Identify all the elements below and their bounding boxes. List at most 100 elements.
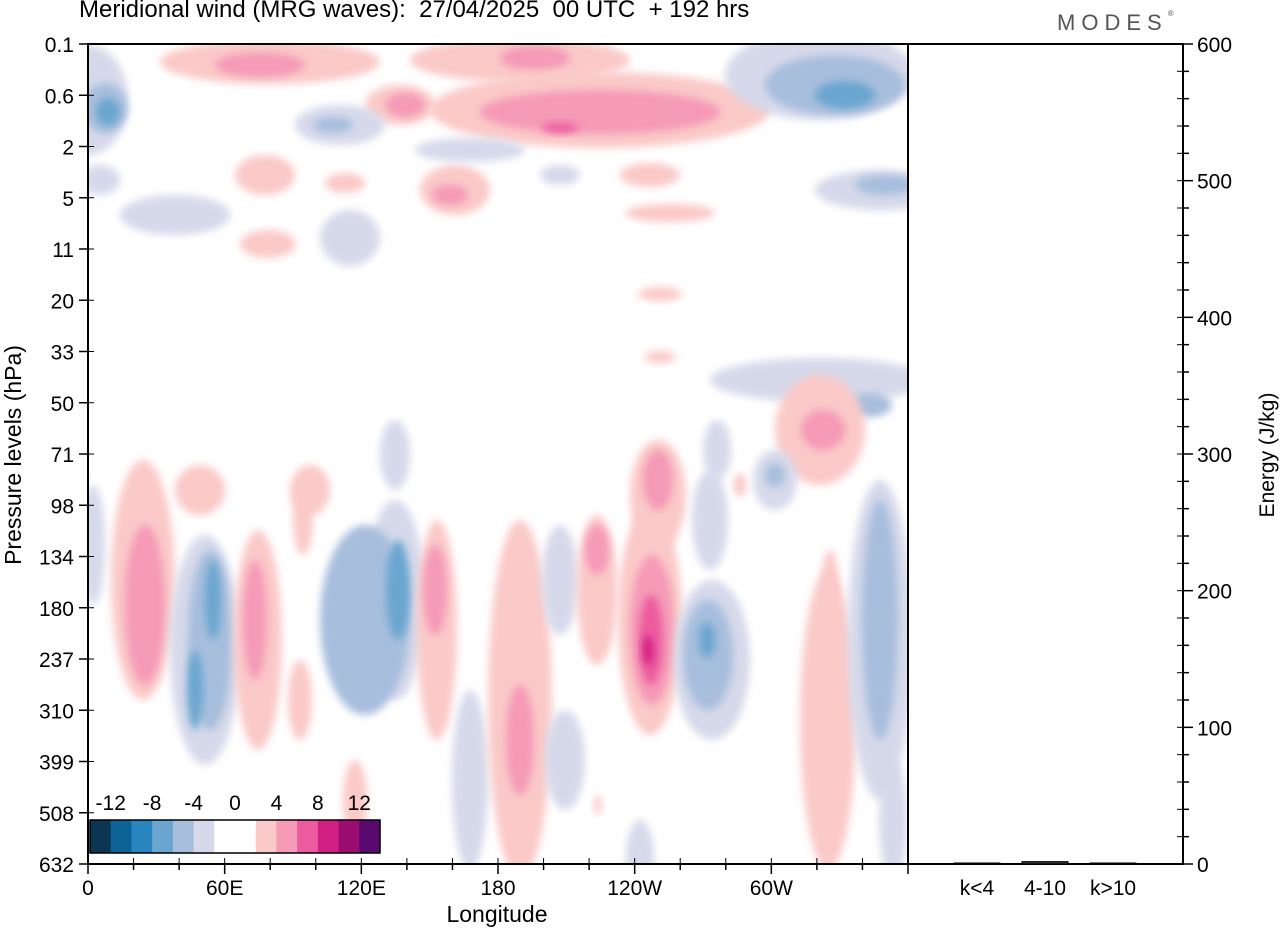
colorbar-swatch: [338, 820, 360, 853]
colorbar-frame: [89, 819, 381, 854]
contour-field: [88, 44, 908, 864]
contour-patch: [380, 420, 410, 490]
colorbar-swatch: [172, 820, 195, 853]
contour-patch: [585, 525, 609, 575]
axes: 0.1 0.6 2 5 11 20 33 50 71 98 134 180 237 310 399 508 63…: [0, 34, 909, 927]
contour-patch: [243, 560, 267, 680]
contour-patch: [644, 351, 676, 363]
energy-tick-label: 200: [1197, 581, 1232, 604]
x-tick-label: 120W: [607, 877, 662, 900]
contour-patch: [235, 155, 295, 195]
contour-patch: [452, 690, 488, 864]
y-tick-label: 237: [39, 649, 74, 672]
energy-tick-label: 600: [1197, 34, 1232, 57]
contour-patch: [625, 204, 715, 222]
x-axis-label: Longitude: [446, 901, 547, 927]
contour-patch: [643, 635, 653, 665]
y-tick-label: 508: [39, 803, 74, 826]
contour-patch: [423, 545, 447, 635]
contour-patch: [120, 195, 230, 235]
energy-category-label: k<4: [960, 877, 995, 900]
energy-frame: [907, 43, 1184, 865]
contour-patch: [540, 165, 580, 185]
energy-bar: [1089, 862, 1137, 865]
contour-patch: [88, 485, 105, 605]
registered-mark-icon: ®: [1167, 8, 1174, 18]
colorbar-swatch: [131, 820, 153, 853]
contour-patch: [293, 485, 313, 555]
energy-panel: 0 100 200 300 400 500 600 Energy (J/kg) k<4 4-10 k…: [907, 34, 1279, 900]
contour-patch: [734, 473, 746, 497]
contour-patch: [638, 287, 682, 301]
contour-patch: [385, 93, 425, 117]
colorbar: -12 -8 -4 0 4 8 12: [89, 792, 381, 854]
energy-bar: [1021, 861, 1069, 865]
y-tick-label: 310: [39, 700, 74, 723]
contour-patch: [288, 660, 312, 740]
y-tick-label: 2: [62, 137, 74, 160]
chart-title: Meridional wind (MRG waves): 27/04/2025 …: [79, 0, 750, 23]
contour-patch: [500, 46, 570, 70]
contour-patch: [96, 98, 120, 126]
contour-patch: [205, 560, 221, 640]
energy-tick-label: 300: [1197, 444, 1232, 467]
contour-patch: [643, 450, 673, 510]
colorbar-swatch: [276, 820, 298, 853]
contour-patch: [822, 550, 838, 610]
energy-category-label: k>10: [1090, 877, 1136, 900]
colorbar-swatch: [255, 820, 277, 853]
y-tick-label: 0.1: [45, 34, 74, 57]
y-tick-label: 50: [51, 393, 74, 416]
colorbar-swatch: [359, 820, 381, 853]
contour-patch: [626, 820, 654, 864]
y-tick-label: 134: [39, 547, 74, 570]
contour-patch: [703, 420, 731, 480]
contour-patch: [542, 123, 578, 133]
brand-logo-text: MODES: [1057, 10, 1168, 35]
contour-patch: [542, 525, 578, 635]
colorbar-swatch: [317, 820, 340, 853]
contour-patch: [175, 465, 225, 515]
contour-patch: [692, 470, 728, 570]
contour-patch: [815, 81, 875, 109]
x-tick-label: 120E: [337, 877, 386, 900]
contour-patch: [620, 163, 680, 187]
colorbar-label: 4: [271, 792, 283, 815]
colorbar-swatch: [193, 820, 215, 853]
y-tick-label: 11: [52, 239, 74, 262]
x-tick-label: 0: [82, 877, 94, 900]
y-axis-label: Pressure levels (hPa): [0, 345, 26, 565]
colorbar-swatch: [214, 820, 236, 853]
y-tick-label: 20: [51, 290, 74, 313]
energy-axis-label: Energy (J/kg): [1256, 393, 1279, 518]
brand-logo: MODES®: [1057, 8, 1174, 36]
contour-patch: [480, 90, 720, 134]
colorbar-label: 0: [229, 792, 241, 815]
contour-patch: [325, 173, 365, 193]
x-tick-label: 60E: [206, 877, 243, 900]
colorbar-label: -12: [96, 792, 126, 815]
contour-patch: [800, 570, 856, 864]
contour-patch: [415, 138, 525, 162]
contour-patch: [386, 540, 410, 640]
energy-tick-label: 500: [1197, 171, 1232, 194]
colorbar-label: 12: [348, 792, 371, 815]
energy-category-label: 4-10: [1024, 877, 1066, 900]
contour-patch: [862, 500, 898, 740]
contour-patch: [801, 410, 845, 450]
contour-patch: [855, 175, 908, 195]
contour-patch: [879, 760, 907, 864]
energy-tick-label: 400: [1197, 307, 1232, 330]
contour-patch: [313, 117, 353, 133]
energy-tick-label: 0: [1197, 854, 1209, 877]
energy-tick-label: 100: [1197, 717, 1232, 740]
y-tick-label: 180: [39, 598, 74, 621]
y-tick-label: 0.6: [45, 85, 74, 108]
contour-patch: [215, 53, 305, 77]
y-tick-label: 399: [39, 752, 74, 775]
energy-bar: [953, 862, 1001, 865]
contour-patch: [765, 463, 785, 487]
colorbar-swatch: [297, 820, 319, 853]
